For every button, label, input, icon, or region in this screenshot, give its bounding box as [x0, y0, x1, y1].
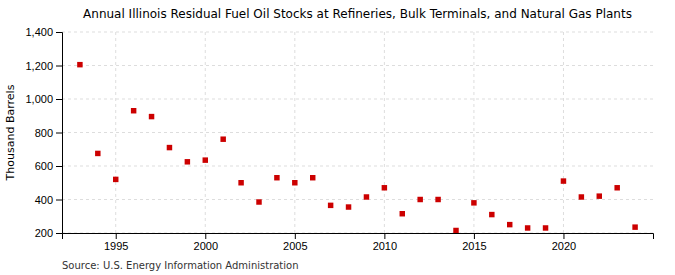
tick-label: 2015 — [462, 240, 486, 252]
tick: 200 — [35, 227, 62, 239]
tick-mark — [116, 233, 117, 239]
point — [346, 204, 351, 209]
point — [167, 145, 172, 150]
tick-mark — [205, 233, 206, 239]
tick-label: 2005 — [283, 240, 307, 252]
tick-label: 600 — [35, 160, 53, 172]
tick: 2015 — [462, 233, 486, 252]
axis-line — [56, 33, 63, 234]
point — [382, 185, 387, 190]
point — [561, 178, 566, 183]
point — [238, 180, 243, 185]
tick: 1,400 — [25, 26, 62, 38]
grid-line — [62, 99, 653, 100]
point — [579, 194, 584, 199]
tick: 2020 — [552, 233, 576, 252]
point — [453, 228, 458, 233]
point — [310, 175, 315, 180]
point — [220, 136, 225, 141]
point — [435, 197, 440, 202]
point — [543, 225, 548, 230]
point — [113, 177, 118, 182]
tick: 400 — [35, 194, 62, 206]
tick-label: 2010 — [373, 240, 397, 252]
tick-mark — [56, 166, 62, 167]
point — [185, 159, 190, 164]
point — [597, 193, 602, 198]
tick: 800 — [35, 127, 62, 139]
tick-mark — [295, 233, 296, 239]
grid-line — [384, 32, 385, 233]
grid-line — [62, 132, 653, 133]
x-axis: 1995 2000 2005 2010 2015 2020 — [63, 233, 654, 252]
tick-mark — [384, 233, 385, 239]
tick-mark — [56, 99, 62, 100]
point — [149, 114, 154, 119]
point — [489, 212, 494, 217]
point — [417, 197, 422, 202]
plot: 1995 2000 2005 2010 2015 2020 200 400 600 800 1,00… — [25, 26, 653, 252]
tick-label: 1,200 — [25, 60, 53, 72]
point — [95, 151, 100, 156]
tick-mark — [56, 32, 62, 33]
point — [203, 157, 208, 162]
grid-line — [294, 32, 295, 233]
point — [525, 225, 530, 230]
tick-label: 1,000 — [25, 93, 53, 105]
y-axis: 200 400 600 800 1,000 1,200 1,400 — [25, 26, 62, 239]
tick-mark — [56, 200, 62, 201]
tick-label: 800 — [35, 127, 53, 139]
point — [274, 175, 279, 180]
points — [77, 62, 638, 233]
y-axis-title: Thousand Barrels — [4, 84, 17, 181]
point — [256, 199, 261, 204]
grid-line — [62, 32, 653, 33]
grid-line — [62, 166, 653, 167]
point — [400, 211, 405, 216]
tick-label: 1,400 — [25, 26, 53, 38]
tick: 600 — [35, 160, 62, 172]
axis-line — [63, 234, 654, 240]
tick-mark — [56, 233, 62, 234]
grid-line — [205, 32, 206, 233]
grid-line — [62, 199, 653, 200]
annotation: Source: U.S. Energy Information Administ… — [62, 260, 299, 271]
grid — [62, 32, 653, 233]
tick-label: 400 — [35, 194, 53, 206]
point — [131, 108, 136, 113]
point — [614, 185, 619, 190]
point — [292, 180, 297, 185]
point — [328, 203, 333, 208]
title: Annual Illinois Residual Fuel Oil Stocks… — [83, 7, 632, 21]
tick: 1995 — [104, 233, 128, 252]
tick-label: 1995 — [104, 240, 128, 252]
tick: 2000 — [194, 233, 218, 252]
tick-label: 2000 — [194, 240, 218, 252]
tick-label: 200 — [35, 227, 53, 239]
tick: 1,200 — [25, 60, 62, 72]
tick: 1,000 — [25, 93, 62, 105]
point — [364, 194, 369, 199]
tick-mark — [474, 233, 475, 239]
grid-line — [563, 32, 564, 233]
tick: 2005 — [283, 233, 307, 252]
chart: 1995 2000 2005 2010 2015 2020 200 400 600 800 1,00… — [0, 0, 675, 275]
tick-label: 2020 — [552, 240, 576, 252]
tick-mark — [56, 133, 62, 134]
point — [632, 224, 637, 229]
tick: 2010 — [373, 233, 397, 252]
point — [471, 200, 476, 205]
grid-line — [62, 65, 653, 66]
point — [77, 62, 82, 67]
point — [507, 222, 512, 227]
tick-mark — [56, 66, 62, 67]
tick-mark — [563, 233, 564, 239]
